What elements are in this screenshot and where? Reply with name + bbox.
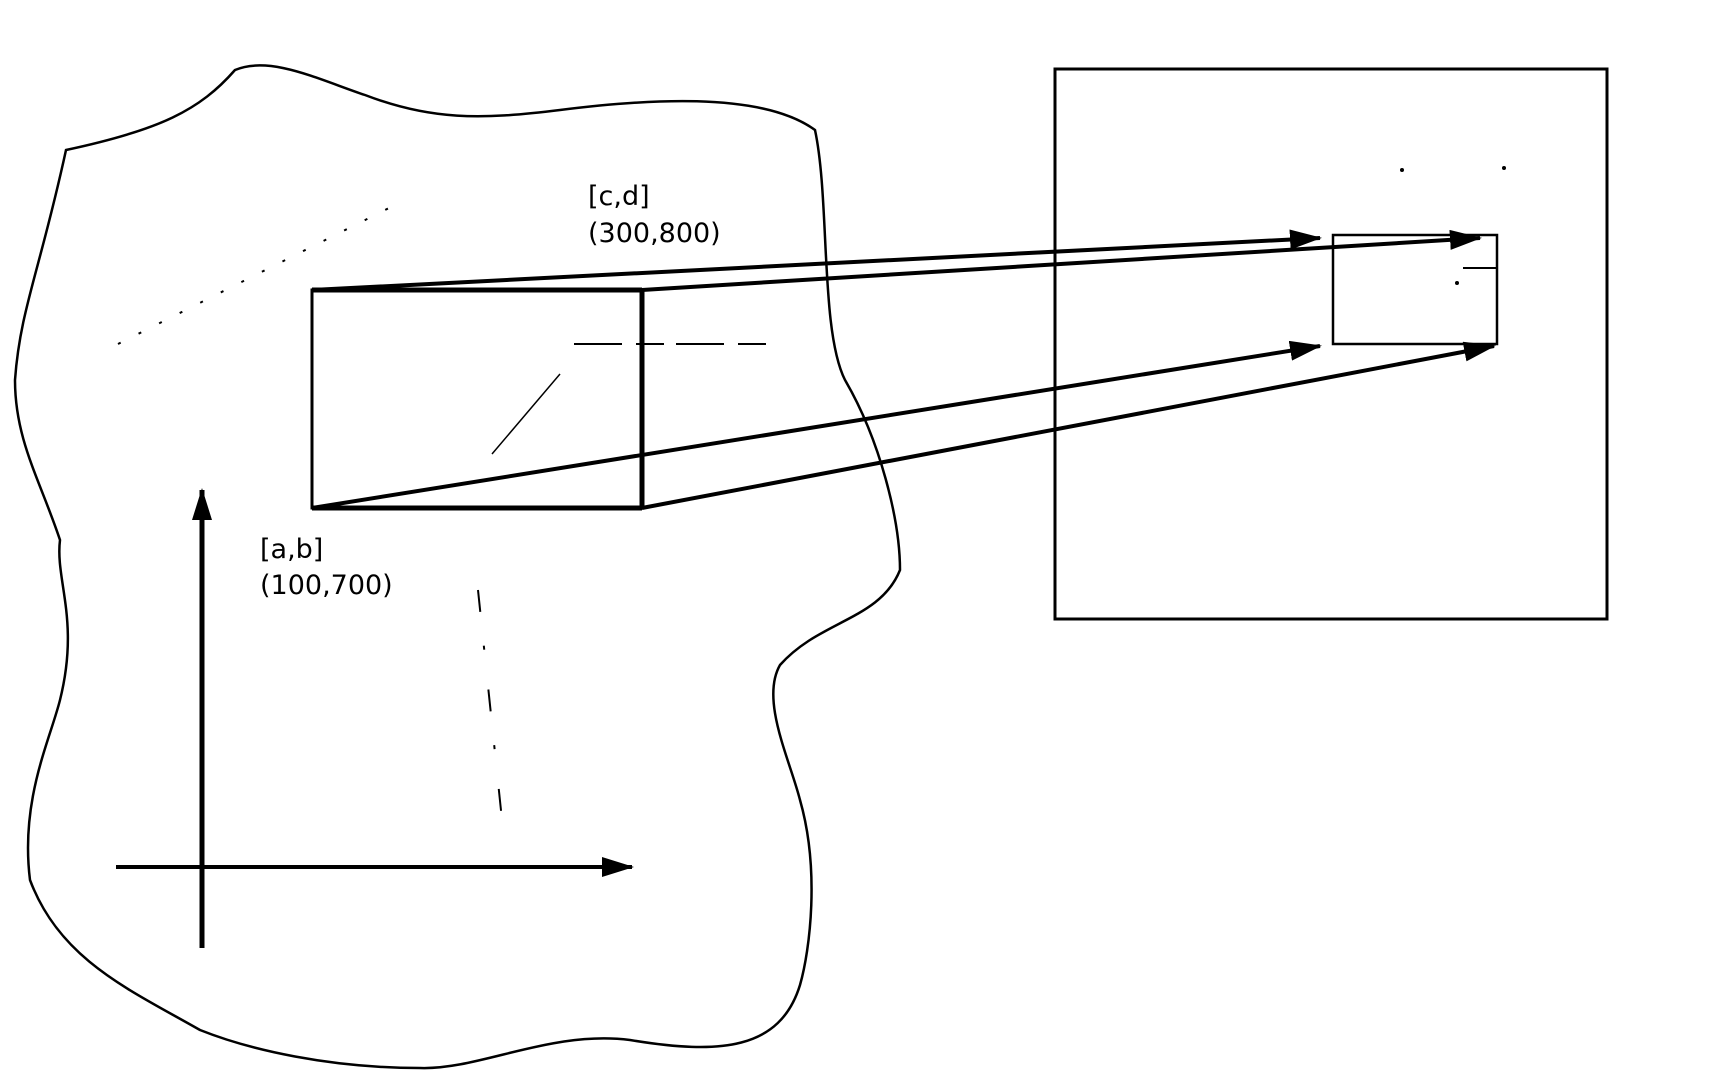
corner-ab-name-label: [a,b]	[260, 534, 323, 565]
corner-cd-coords-label: (300,800)	[588, 218, 721, 249]
mapped-window-rect	[1331, 233, 1499, 346]
corner-cd-name-label: [c,d]	[588, 181, 650, 212]
corner-ab-coords-label: (100,700)	[260, 570, 393, 601]
viewport-dot-1	[1400, 168, 1404, 172]
map-arrow-bottom-right	[641, 341, 1496, 510]
world-space-outline	[13, 64, 902, 1070]
viewport-dot-2	[1502, 166, 1506, 170]
diagonal-guide	[491, 373, 561, 455]
dotted-guide-upper	[117, 204, 396, 345]
world-window-rect	[310, 288, 644, 510]
map-arrow-bottom-left	[311, 340, 1322, 510]
map-arrow-top-right	[641, 229, 1482, 292]
map-arrow-top-left	[311, 229, 1322, 292]
viewport-dot-3	[1455, 281, 1459, 285]
dotted-guide-lower	[477, 589, 503, 821]
viewport-screen-rect	[1053, 67, 1609, 621]
